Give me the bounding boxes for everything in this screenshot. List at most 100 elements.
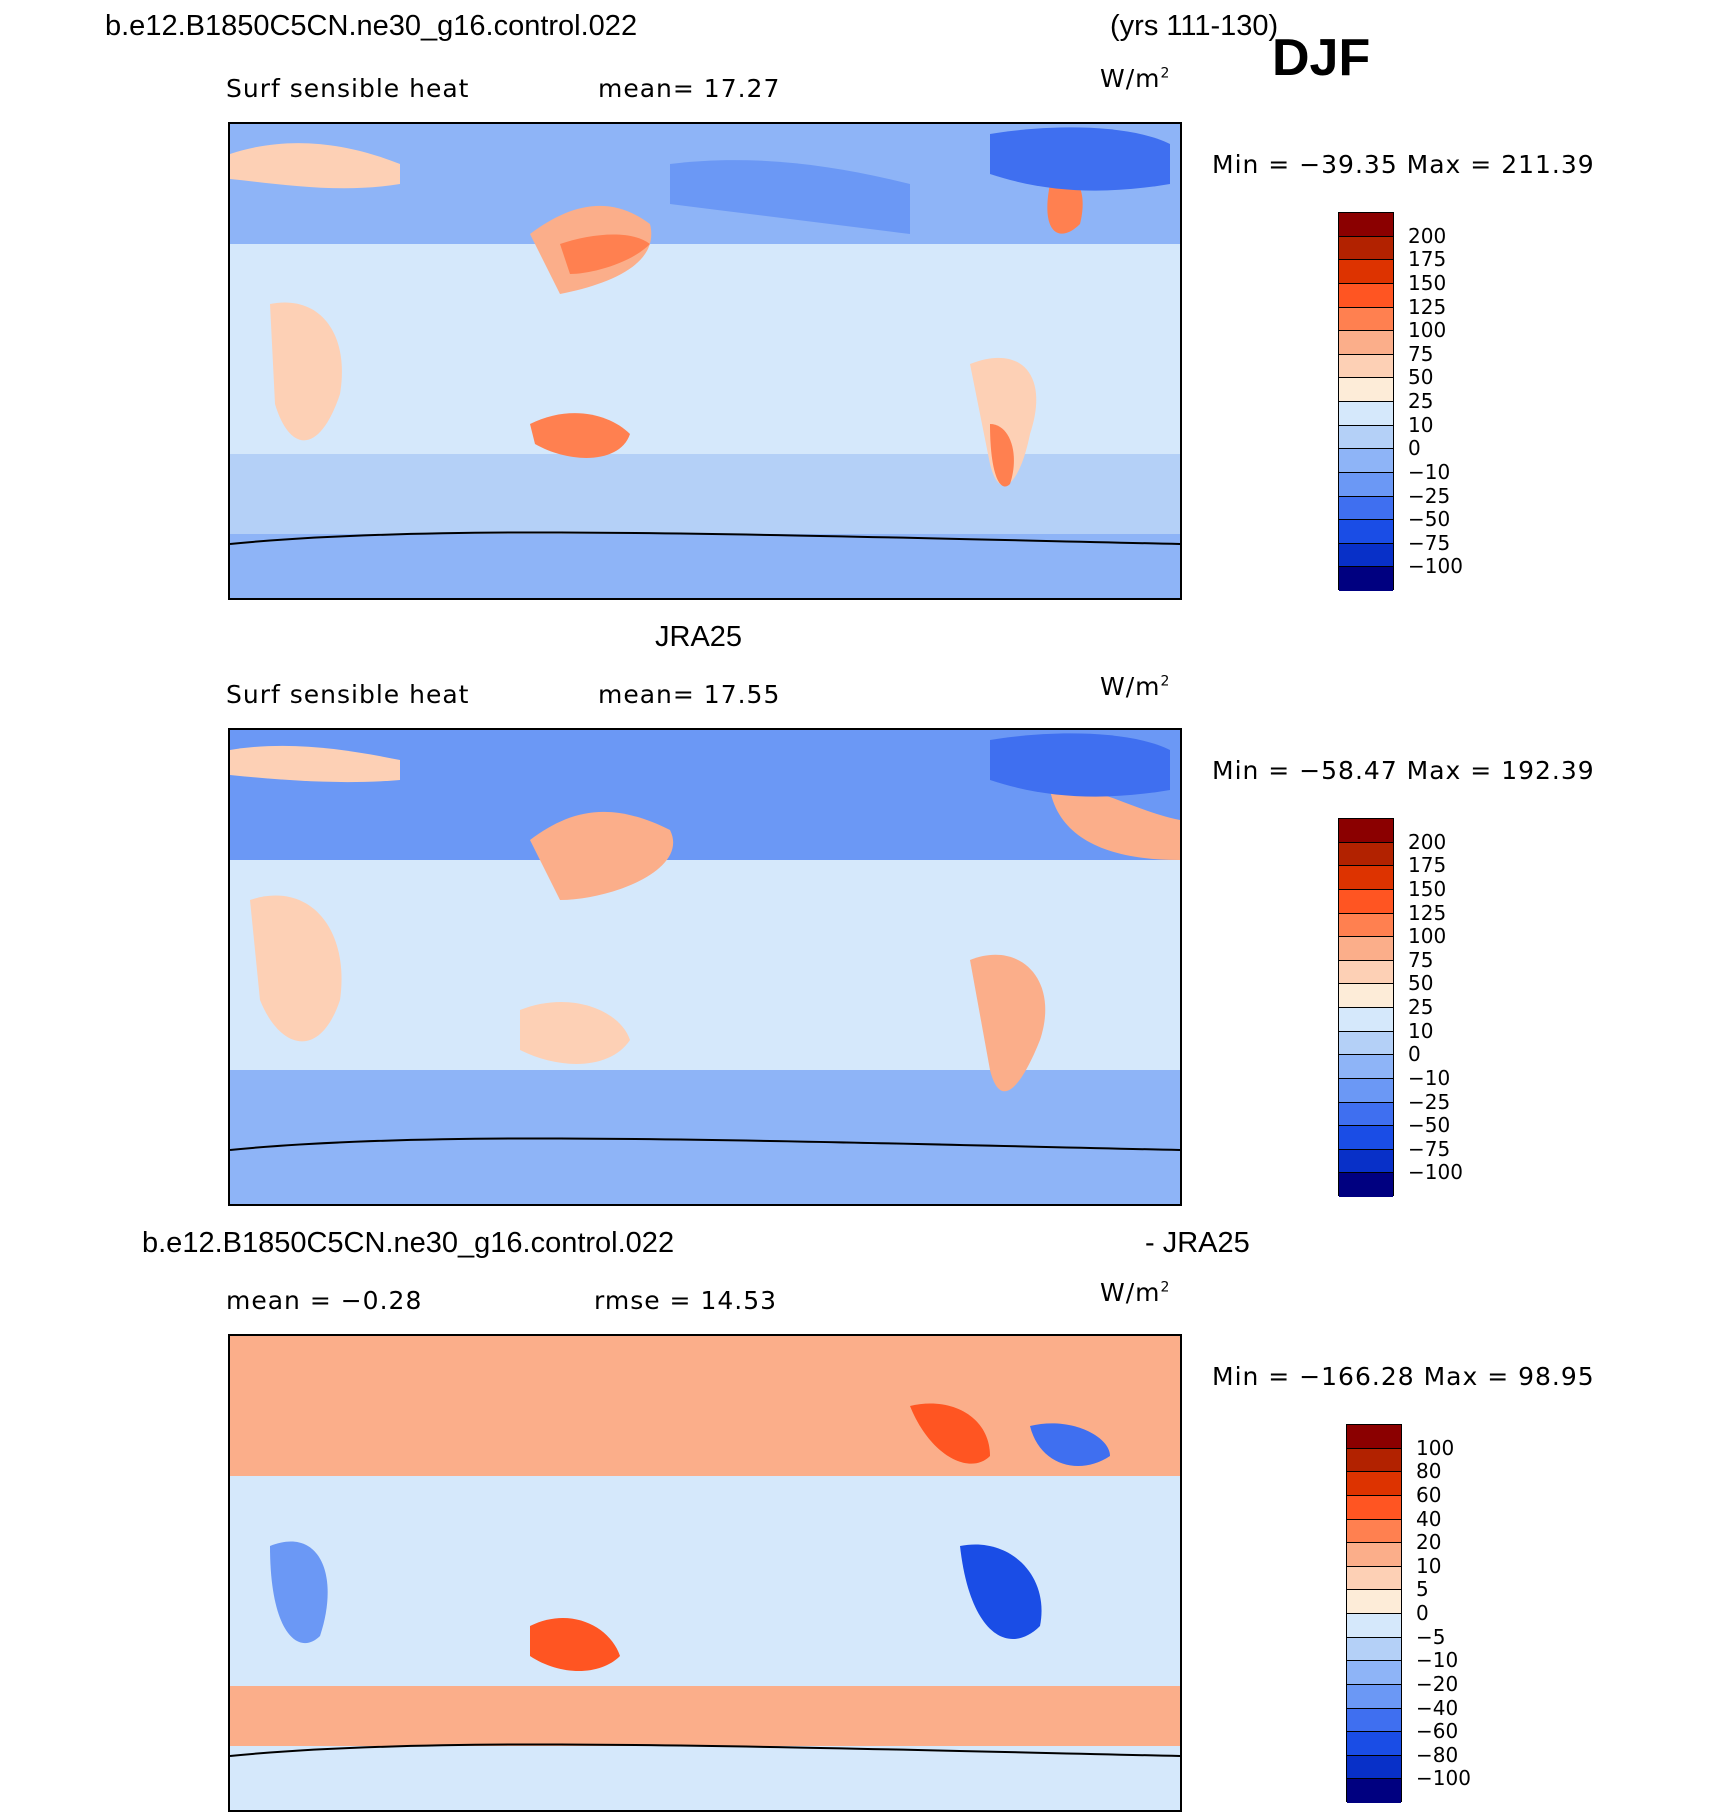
- colorbar-model-swatch: [1339, 236, 1393, 261]
- colorbar-obs-tick-label: 125: [1408, 900, 1447, 925]
- colorbar-diff-tick-label: 60: [1416, 1482, 1442, 1507]
- map-diff: [228, 1334, 1182, 1812]
- colorbar-model-tick-label: 50: [1408, 365, 1434, 390]
- season-label: DJF: [1272, 29, 1371, 87]
- case-name-title: b.e12.B1850C5CN.ne30_g16.control.022: [105, 10, 638, 42]
- colorbar-diff-swatch: [1347, 1590, 1401, 1614]
- colorbar-obs-swatch: [1339, 1055, 1393, 1079]
- colorbar-diff-swatch: [1347, 1472, 1401, 1496]
- colorbar-model-tick-label: 200: [1408, 223, 1447, 248]
- years-label: (yrs 111-130): [1110, 10, 1279, 42]
- colorbar-model-swatch: [1339, 543, 1393, 568]
- colorbar-diff-swatch: [1347, 1755, 1401, 1780]
- colorbar-model-swatch: [1339, 378, 1393, 402]
- colorbar-obs-swatch: [1339, 819, 1393, 843]
- panel-diff-minmax: Min = −166.28 Max = 98.95: [1212, 1362, 1595, 1391]
- colorbar-obs-swatch: [1339, 1173, 1393, 1197]
- colorbar-diff-tick-label: −100: [1416, 1766, 1471, 1791]
- colorbar-model-swatch: [1339, 213, 1393, 237]
- colorbar-model-swatch: [1339, 520, 1393, 544]
- colorbar-obs-tick-label: 175: [1408, 853, 1447, 878]
- panel-diff-rmse: rmse = 14.53: [594, 1286, 778, 1315]
- map-model-field: [230, 124, 1180, 598]
- colorbar-diff-tick-label: −5: [1416, 1624, 1446, 1649]
- colorbar-diff-swatch: [1347, 1779, 1401, 1803]
- colorbar-model-swatch: [1339, 425, 1393, 450]
- colorbar-diff-tick-label: −60: [1416, 1719, 1459, 1744]
- colorbar-diff-tick-label: −40: [1416, 1695, 1459, 1720]
- colorbar-diff-tick-label: 20: [1416, 1530, 1442, 1555]
- colorbar-obs-swatch: [1339, 1126, 1393, 1150]
- colorbar-obs-tick-label: −75: [1408, 1136, 1451, 1161]
- colorbar-diff-swatch: [1347, 1448, 1401, 1473]
- panel-model-mean: mean= 17.27: [598, 74, 781, 103]
- colorbar-diff-swatch: [1347, 1495, 1401, 1520]
- colorbar-diff-swatch: [1347, 1732, 1401, 1756]
- colorbar-model-tick-label: −25: [1408, 483, 1451, 508]
- colorbar-obs-swatch: [1339, 984, 1393, 1008]
- colorbar-obs-swatches: [1338, 818, 1394, 1197]
- panel-model-minmax: Min = −39.35 Max = 211.39: [1212, 150, 1595, 179]
- colorbar-model-swatches: [1338, 212, 1394, 591]
- colorbar-obs-swatch: [1339, 866, 1393, 890]
- colorbar-model-swatch: [1339, 331, 1393, 355]
- colorbar-diff-tick-label: 40: [1416, 1506, 1442, 1531]
- colorbar-model-tick-label: −100: [1408, 554, 1463, 579]
- panel-diff-heading-left: b.e12.B1850C5CN.ne30_g16.control.022: [142, 1227, 675, 1259]
- colorbar-diff-tick-label: 80: [1416, 1459, 1442, 1484]
- panel-obs-mean: mean= 17.55: [598, 680, 781, 709]
- colorbar-diff-swatch: [1347, 1708, 1401, 1733]
- colorbar-diff-swatch: [1347, 1661, 1401, 1685]
- colorbar-model-swatch: [1339, 402, 1393, 426]
- colorbar-obs-tick-label: 150: [1408, 876, 1447, 901]
- colorbar-obs-tick-label: −100: [1408, 1160, 1463, 1185]
- colorbar-obs-swatch: [1339, 889, 1393, 914]
- map-obs: [228, 728, 1182, 1206]
- colorbar-diff-tick-label: 5: [1416, 1577, 1429, 1602]
- colorbar-diff-swatch: [1347, 1637, 1401, 1662]
- colorbar-model-tick-label: 75: [1408, 341, 1434, 366]
- colorbar-diff-tick-label: −10: [1416, 1648, 1459, 1673]
- colorbar-obs-swatch: [1339, 937, 1393, 961]
- colorbar-obs-swatch: [1339, 960, 1393, 985]
- panel-obs-units: W/m2: [1100, 672, 1171, 701]
- colorbar-diff-swatch: [1347, 1684, 1401, 1709]
- colorbar-diff-swatch: [1347, 1519, 1401, 1544]
- colorbar-diff-tick-label: −80: [1416, 1742, 1459, 1767]
- colorbar-model-swatch: [1339, 307, 1393, 332]
- panel-diff-mean: mean = −0.28: [226, 1286, 423, 1315]
- colorbar-obs-tick-label: 75: [1408, 947, 1434, 972]
- panel-obs-heading: JRA25: [655, 621, 743, 653]
- colorbar-model-swatch: [1339, 283, 1393, 308]
- colorbar-diff-tick-label: 100: [1416, 1435, 1455, 1460]
- panel-obs-variable: Surf sensible heat: [226, 680, 470, 709]
- colorbar-model-swatch: [1339, 449, 1393, 473]
- colorbar-obs-tick-label: −10: [1408, 1065, 1451, 1090]
- colorbar-diff-tick-label: 10: [1416, 1553, 1442, 1578]
- colorbar-model-swatch: [1339, 472, 1393, 497]
- colorbar-obs-tick-label: 10: [1408, 1018, 1434, 1043]
- colorbar-model-tick-label: −75: [1408, 530, 1451, 555]
- colorbar-diff-swatch: [1347, 1566, 1401, 1591]
- colorbar-diff-swatch: [1347, 1425, 1401, 1449]
- map-diff-field: [230, 1336, 1180, 1810]
- colorbar-obs-swatch: [1339, 1008, 1393, 1032]
- colorbar-model-tick-label: −10: [1408, 459, 1451, 484]
- colorbar-obs-swatch: [1339, 1149, 1393, 1174]
- colorbar-model-swatch: [1339, 496, 1393, 521]
- panel-obs-minmax: Min = −58.47 Max = 192.39: [1212, 756, 1595, 785]
- colorbar-obs-tick-label: −50: [1408, 1113, 1451, 1138]
- panel-diff-units: W/m2: [1100, 1278, 1171, 1307]
- map-model: [228, 122, 1182, 600]
- colorbar-obs-swatch: [1339, 913, 1393, 938]
- colorbar-model-tick-label: −50: [1408, 507, 1451, 532]
- colorbar-model-tick-label: 0: [1408, 436, 1421, 461]
- colorbar-model-tick-label: 175: [1408, 247, 1447, 272]
- colorbar-model-tick-label: 25: [1408, 389, 1434, 413]
- colorbar-model-swatch: [1339, 567, 1393, 591]
- colorbar-obs-tick-label: 0: [1408, 1042, 1421, 1067]
- colorbar-obs-tick-label: 25: [1408, 995, 1434, 1019]
- colorbar-model-tick-label: 125: [1408, 294, 1447, 319]
- colorbar-model-tick-label: 100: [1408, 318, 1447, 343]
- colorbar-diff-tick-label: −20: [1416, 1671, 1459, 1696]
